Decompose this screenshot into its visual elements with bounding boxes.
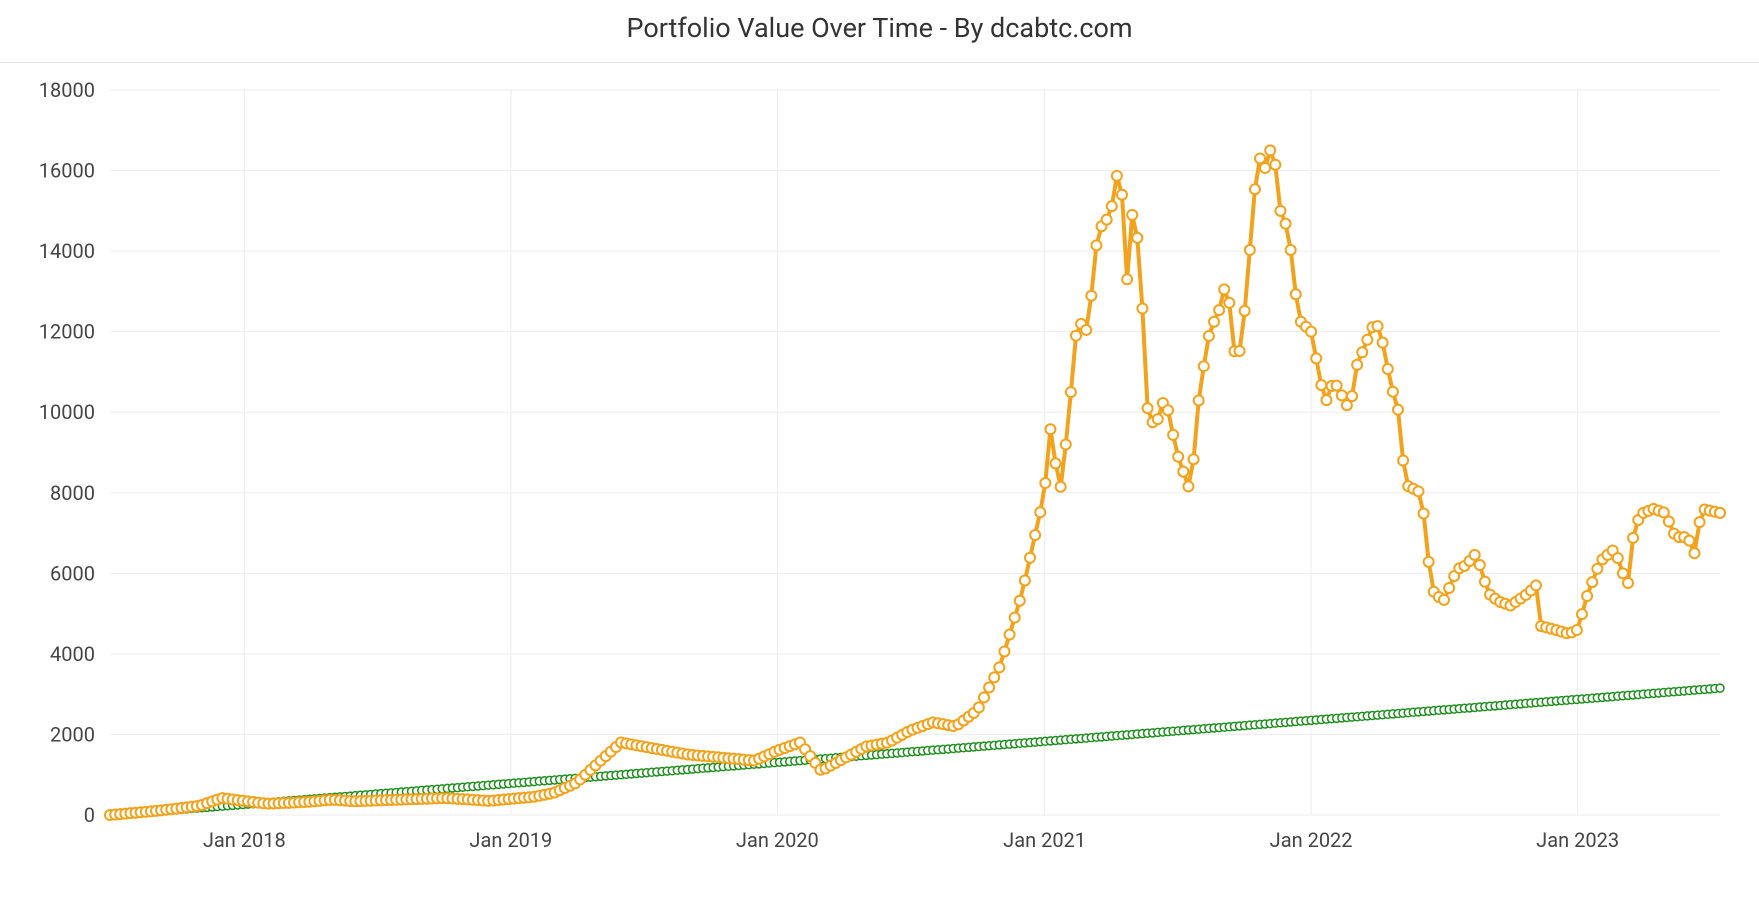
series-portfolio-line bbox=[110, 150, 1720, 815]
x-tick-label: Jan 2020 bbox=[736, 828, 819, 852]
y-tick-label: 2000 bbox=[50, 722, 95, 746]
y-tick-label: 16000 bbox=[39, 159, 95, 183]
x-tick-label: Jan 2023 bbox=[1536, 828, 1619, 852]
x-tick-label: Jan 2021 bbox=[1003, 828, 1086, 852]
series-portfolio-markers bbox=[105, 145, 1725, 820]
x-tick-label: Jan 2019 bbox=[469, 828, 552, 852]
y-tick-label: 6000 bbox=[50, 561, 95, 585]
chart-plot: 0 2000 4000 6000 8000 10000 12000 14000 16000 180… bbox=[0, 0, 1759, 901]
y-tick-label: 10000 bbox=[39, 400, 95, 424]
x-tick-label: Jan 2022 bbox=[1270, 828, 1353, 852]
chart-container: Portfolio Value Over Time - By dcabtc.co… bbox=[0, 0, 1759, 901]
y-tick-label: 18000 bbox=[39, 78, 95, 102]
y-tick-label: 4000 bbox=[50, 642, 95, 666]
x-tick-label: Jan 2018 bbox=[203, 828, 286, 852]
y-tick-label: 14000 bbox=[39, 239, 95, 263]
y-tick-label: 12000 bbox=[39, 320, 95, 344]
y-tick-label: 0 bbox=[84, 803, 95, 827]
y-tick-label: 8000 bbox=[50, 481, 95, 505]
